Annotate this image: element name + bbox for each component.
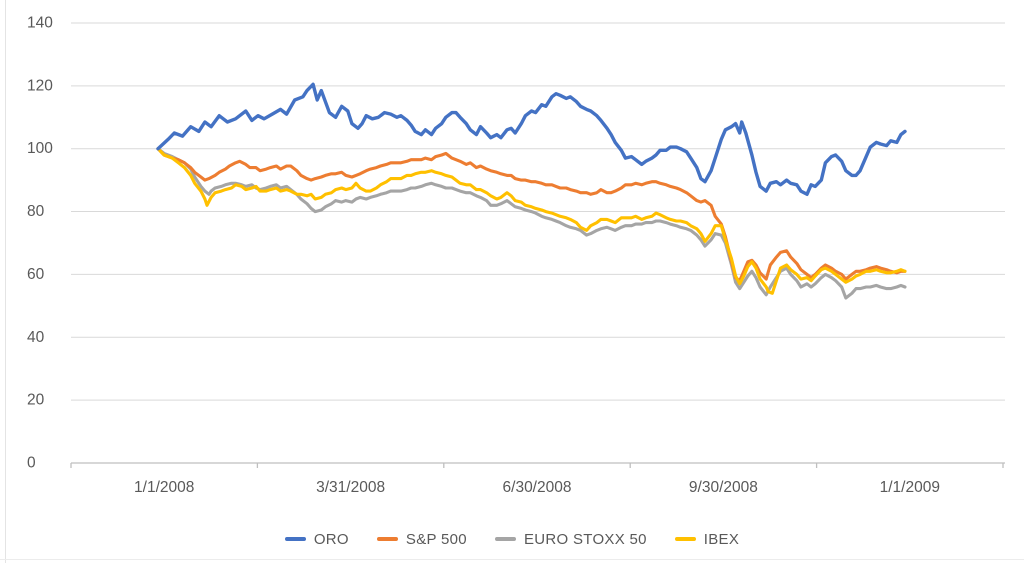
- series-line-oro: [156, 82, 907, 197]
- x-axis-label: 1/1/2009: [880, 479, 940, 496]
- series-line-euro-stoxx-50: [156, 147, 907, 300]
- chart-legend: ORO S&P 500 EURO STOXX 50 IBEX: [0, 527, 1024, 551]
- legend-item-oro: ORO: [284, 530, 349, 548]
- series-line-ibex: [156, 147, 907, 295]
- legend-label: EURO STOXX 50: [523, 530, 647, 548]
- y-axis-label: 140: [27, 14, 53, 31]
- x-axis-label: 3/31/2008: [316, 479, 385, 496]
- chart-border-left: [5, 0, 6, 563]
- x-axis-label: 1/1/2008: [134, 479, 194, 496]
- legend-label: S&P 500: [405, 530, 467, 548]
- legend-marker-icon: [494, 536, 516, 542]
- x-axis-label: 6/30/2008: [503, 479, 572, 496]
- x-axis-label: 9/30/2008: [689, 479, 758, 496]
- legend-marker-icon: [284, 536, 306, 542]
- legend-item-ibex: IBEX: [674, 530, 740, 548]
- y-axis-label: 120: [27, 77, 53, 94]
- y-axis-label: 0: [27, 455, 36, 472]
- y-axis-label: 40: [27, 329, 45, 346]
- y-axis-label: 20: [27, 392, 45, 409]
- legend-marker-icon: [674, 536, 696, 542]
- legend-label: IBEX: [703, 530, 740, 548]
- legend-label: ORO: [313, 530, 349, 548]
- y-axis-label: 80: [27, 203, 45, 220]
- legend-item-s-p-500: S&P 500: [376, 530, 467, 548]
- series-line-s-p-500: [156, 147, 907, 283]
- y-axis-label: 100: [27, 140, 53, 157]
- y-axis-label: 60: [27, 266, 45, 283]
- legend-item-euro-stoxx-50: EURO STOXX 50: [494, 530, 647, 548]
- chart-border-bottom: [0, 559, 1024, 560]
- legend-marker-icon: [376, 536, 398, 542]
